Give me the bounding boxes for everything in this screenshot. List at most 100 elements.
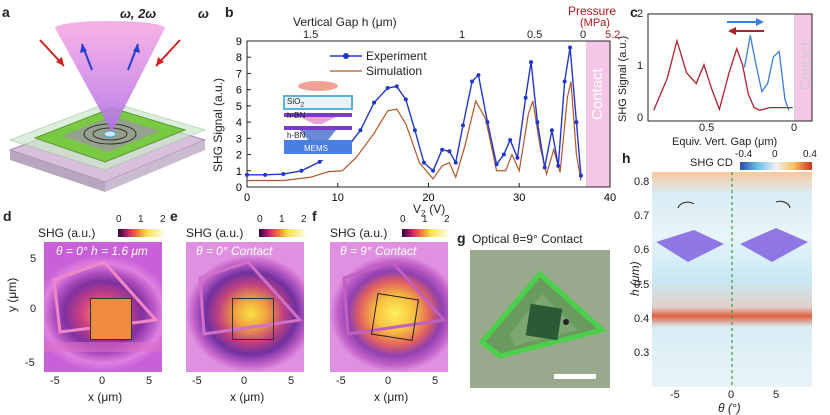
xlabel-b-subscript: Z: [421, 209, 426, 219]
experiment-point-22: [494, 162, 499, 167]
contact-region-b: [586, 41, 610, 187]
roi-box-e: [232, 298, 274, 340]
b-ytick-6: 6: [236, 85, 242, 97]
d-xtick-0: 0: [99, 375, 106, 387]
roi-box-f: [370, 292, 420, 342]
series-simulation: [247, 81, 582, 182]
b-ytick-9: 9: [236, 36, 242, 48]
inset-label-mems: MEMS: [304, 144, 328, 153]
cbar-h-04: 0.4: [803, 149, 817, 160]
b-ytick-4: 4: [236, 117, 242, 129]
c-ytick-1: 1: [637, 60, 644, 72]
heatmap-f: [330, 242, 448, 372]
experiment-point-33: [568, 45, 573, 50]
panel-label-b: b: [225, 4, 234, 20]
xlabel-d: x (μm): [88, 390, 123, 404]
experiment-point-19: [470, 79, 475, 84]
experiment-point-25: [515, 155, 520, 160]
title-g: Optical θ=9° Contact: [472, 232, 583, 246]
experiment-point-26: [523, 95, 528, 100]
series-c-forward: [743, 35, 790, 111]
e-xtick-m5: -5: [192, 375, 202, 387]
h-xtick-5: 5: [773, 389, 780, 401]
inset-sio2-text: SiO: [287, 97, 301, 106]
f-xtick-m5: -5: [336, 375, 346, 387]
experiment-point-24: [508, 137, 513, 142]
cbar-f-0: 0: [400, 214, 406, 225]
plot-frame-b: [246, 40, 611, 188]
colorbar-e: [259, 229, 307, 237]
b-xtick-20: 20: [422, 192, 434, 204]
experiment-point-15: [440, 147, 445, 152]
colorbar-f: [402, 229, 450, 237]
b-ytick-0: 0: [236, 182, 242, 194]
inset-label-hbn-top: h-BN: [287, 111, 306, 120]
heatmap-d: [44, 242, 162, 372]
experiment-point-2: [281, 172, 286, 177]
d-xtick-5: 5: [146, 375, 153, 387]
h-ytick-04: 0.4: [634, 313, 650, 325]
top-tick-3: 0.5: [527, 29, 543, 41]
ylabel-c: SHG Signal (a.u.): [617, 35, 629, 122]
annotation-e: θ = 0° Contact: [196, 244, 273, 258]
annotation-f: θ = 9° Contact: [340, 244, 417, 258]
experiment-point-10: [394, 84, 399, 89]
f-xtick-0: 0: [385, 375, 392, 387]
beam-label-omega-2omega: ω, 2ω: [120, 6, 157, 21]
experiment-point-11: [403, 97, 408, 102]
h-ytick-07: 0.7: [634, 210, 650, 222]
xlabel-c: Equiv. Vert. Gap (μm): [672, 136, 778, 148]
optical-image-g: [470, 250, 610, 388]
panel-label-a: a: [2, 4, 10, 20]
panel-label-h: h: [622, 150, 631, 166]
experiment-point-1: [263, 172, 268, 177]
cbar-f-2: 2: [444, 214, 450, 225]
h-ytick-03: 0.3: [634, 347, 650, 359]
panel-label-d: d: [3, 208, 12, 224]
b-ytick-3: 3: [236, 133, 242, 145]
b-xtick-10: 10: [332, 192, 344, 204]
c-ytick-2: 2: [637, 8, 644, 20]
xlabel-e: x (μm): [230, 390, 265, 404]
chart-c: [647, 13, 813, 122]
experiment-point-30: [549, 128, 554, 133]
title-e: SHG (a.u.): [186, 226, 244, 240]
experiment-point-12: [412, 128, 417, 133]
d-xtick-m5: -5: [50, 375, 60, 387]
b-ytick-8: 8: [236, 52, 242, 64]
h-ytick-06: 0.6: [634, 244, 650, 256]
top-tick-1: 1.5: [303, 29, 319, 41]
series-c-backward: [653, 38, 793, 112]
experiment-point-16: [447, 149, 452, 154]
experiment-point-35: [578, 173, 583, 178]
f-xtick-5: 5: [432, 375, 439, 387]
heatmap-h: [652, 172, 812, 387]
xlabel-b: VZ (V): [413, 202, 445, 218]
experiment-point-4: [317, 159, 322, 164]
experiment-point-7: [358, 128, 363, 133]
panel-label-e: e: [170, 208, 178, 224]
e-xtick-5: 5: [288, 375, 295, 387]
d-ytick-0: 0: [30, 303, 37, 315]
b-ytick-7: 7: [236, 68, 242, 80]
experiment-point-17: [453, 160, 458, 165]
panel-label-f: f: [312, 208, 317, 224]
legend-marker-experiment: [343, 53, 349, 59]
xlabel-b-main: V: [413, 202, 422, 216]
roi-box-d: [90, 298, 132, 340]
h-ytick-05: 0.5: [634, 279, 650, 291]
cbar-h-m04: -0.4: [735, 149, 753, 160]
heatmap-e: [186, 242, 304, 372]
contact-region-c: [794, 14, 812, 121]
experiment-point-9: [385, 86, 390, 91]
experiment-point-20: [476, 73, 481, 78]
xlabel-f: x (μm): [374, 390, 409, 404]
b-xtick-40: 40: [604, 192, 616, 204]
cbar-e-2: 2: [301, 214, 307, 225]
annotation-d: θ = 0° h = 1.6 μm: [56, 244, 148, 258]
xlabel-b-unit: (V): [425, 202, 446, 216]
colorbar-d: [118, 229, 166, 237]
experiment-point-14: [431, 168, 436, 173]
inset-label-sio2: SiO2: [287, 97, 304, 109]
experiment-point-0: [245, 172, 249, 177]
